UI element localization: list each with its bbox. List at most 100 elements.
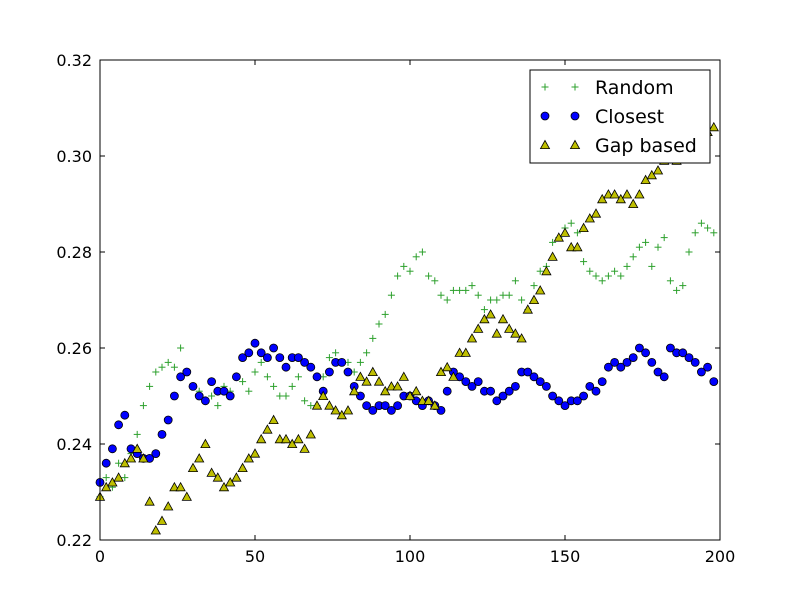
data-point: [573, 396, 582, 406]
data-point: [460, 347, 471, 357]
data-point: [294, 373, 302, 381]
data-point: [491, 328, 502, 338]
data-point: [522, 304, 533, 314]
data-point: [616, 362, 626, 372]
data-point: [243, 453, 254, 463]
data-point: [666, 343, 675, 353]
data-point: [635, 243, 643, 251]
data-point: [473, 323, 484, 333]
data-point: [231, 472, 242, 482]
data-point: [431, 277, 439, 285]
data-point: [239, 378, 247, 386]
data-point: [237, 462, 248, 473]
y-tick-label: 0.28: [56, 243, 92, 262]
data-point: [324, 400, 335, 410]
data-point: [332, 349, 340, 357]
data-point: [573, 229, 581, 237]
data-point: [466, 333, 478, 343]
data-point: [176, 372, 186, 382]
data-point: [293, 353, 303, 363]
data-point: [206, 467, 217, 477]
data-point: [275, 353, 285, 363]
data-point: [437, 291, 445, 299]
data-point: [648, 262, 656, 270]
data-point: [367, 366, 378, 377]
data-point: [102, 474, 110, 482]
data-point: [373, 376, 385, 386]
data-point: [194, 391, 204, 401]
data-point: [355, 371, 366, 381]
data-point: [187, 462, 199, 473]
data-point: [604, 272, 612, 280]
data-point: [542, 381, 551, 391]
data-point: [394, 272, 402, 280]
data-point: [566, 241, 577, 252]
data-point: [448, 371, 459, 381]
data-point: [498, 391, 508, 401]
data-point: [214, 402, 222, 410]
data-point: [245, 387, 253, 395]
data-point: [518, 296, 526, 304]
legend-marker: [569, 139, 581, 150]
data-point: [369, 334, 377, 342]
y-tick-label: 0.26: [56, 339, 92, 358]
data-point: [425, 272, 433, 280]
data-point: [101, 458, 111, 468]
data-point: [119, 457, 130, 468]
data-point: [530, 282, 538, 290]
data-point: [535, 377, 545, 387]
data-point: [151, 449, 161, 459]
legend-marker: [540, 111, 550, 121]
data-point: [646, 169, 657, 180]
data-point: [418, 248, 426, 256]
data-point: [208, 392, 216, 400]
data-point: [474, 291, 482, 299]
data-point: [499, 291, 507, 299]
data-point: [529, 372, 539, 382]
y-tick-label: 0.22: [56, 531, 92, 550]
data-point: [617, 272, 625, 280]
data-point: [400, 262, 408, 270]
x-tick-label: 100: [395, 547, 426, 566]
data-point: [535, 285, 546, 295]
data-point: [572, 241, 583, 252]
data-point: [318, 390, 329, 401]
y-tick-label: 0.32: [56, 51, 92, 70]
data-point: [511, 381, 520, 391]
data-point: [262, 424, 273, 434]
data-point: [330, 405, 341, 415]
y-tick-label: 0.24: [56, 435, 92, 454]
legend-box: [529, 69, 711, 164]
data-point: [139, 402, 147, 410]
data-point: [610, 357, 619, 367]
data-point: [156, 515, 168, 525]
data-point: [287, 438, 298, 449]
x-tick-label: 0: [95, 547, 105, 566]
data-point: [653, 367, 663, 377]
data-point: [541, 265, 552, 276]
data-point: [598, 277, 606, 285]
data-point: [251, 368, 259, 376]
data-point: [212, 472, 223, 482]
data-point: [411, 385, 422, 396]
data-point: [505, 291, 513, 299]
data-point: [580, 258, 588, 266]
data-point: [288, 382, 296, 390]
data-point: [622, 357, 632, 367]
data-point: [467, 381, 477, 391]
data-point: [710, 229, 718, 237]
data-point: [392, 381, 403, 391]
data-point: [504, 386, 514, 396]
data-point: [157, 429, 167, 439]
data-point: [257, 358, 265, 366]
data-point: [361, 376, 372, 386]
data-point: [442, 386, 452, 396]
data-point: [691, 229, 699, 237]
data-point: [678, 348, 688, 358]
data-point: [133, 430, 141, 438]
data-point: [623, 262, 631, 270]
data-point: [603, 189, 614, 199]
data-point: [225, 391, 235, 401]
data-point: [276, 392, 284, 400]
